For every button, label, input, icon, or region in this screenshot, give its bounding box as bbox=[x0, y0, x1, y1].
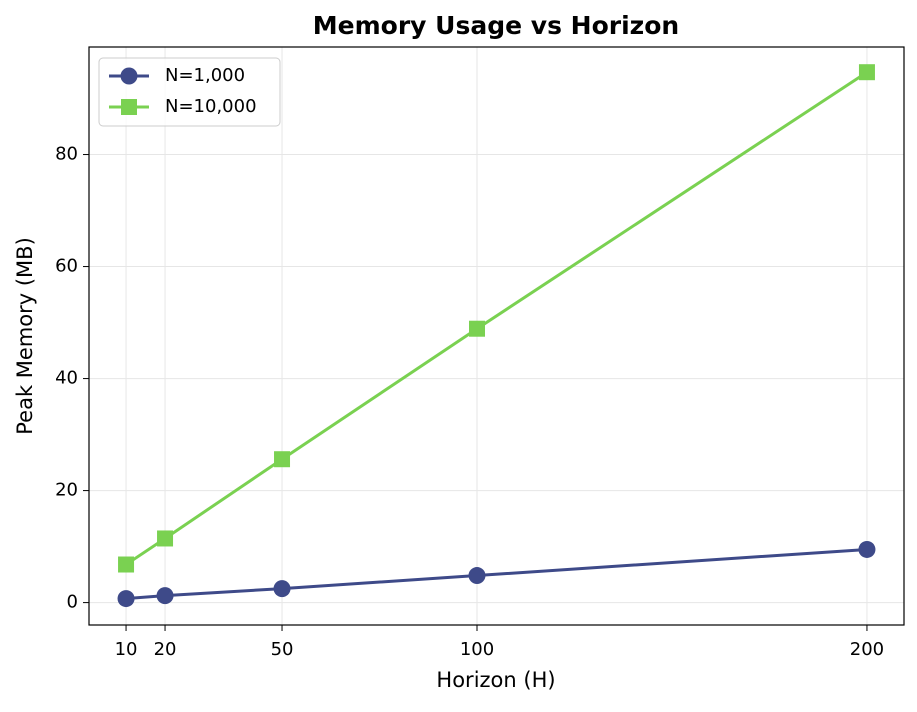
legend-label: N=1,000 bbox=[165, 65, 245, 86]
marker bbox=[468, 567, 486, 585]
y-tick-label: 20 bbox=[55, 480, 78, 501]
marker bbox=[117, 590, 135, 608]
y-tick-label: 0 bbox=[67, 592, 78, 613]
marker bbox=[858, 540, 876, 558]
marker bbox=[121, 99, 137, 115]
legend-label: N=10,000 bbox=[165, 96, 257, 117]
y-tick-label: 40 bbox=[55, 368, 78, 389]
chart-title: Memory Usage vs Horizon bbox=[313, 11, 679, 40]
x-tick-label: 50 bbox=[271, 639, 294, 660]
y-tick-label: 60 bbox=[55, 256, 78, 277]
marker bbox=[274, 451, 291, 468]
marker bbox=[156, 587, 174, 605]
x-axis-label: Horizon (H) bbox=[436, 668, 555, 692]
x-tick-label: 20 bbox=[154, 639, 177, 660]
marker bbox=[118, 556, 135, 573]
marker bbox=[120, 67, 138, 85]
marker bbox=[157, 530, 174, 547]
x-tick-label: 200 bbox=[850, 639, 884, 660]
plot-frame bbox=[88, 46, 905, 626]
marker bbox=[469, 320, 486, 337]
marker bbox=[858, 64, 875, 81]
marker bbox=[273, 580, 291, 598]
x-tick-label: 10 bbox=[115, 639, 138, 660]
y-axis-label: Peak Memory (MB) bbox=[13, 237, 37, 435]
series-line bbox=[125, 547, 868, 601]
x-tick-label: 100 bbox=[460, 639, 494, 660]
y-tick-label: 80 bbox=[55, 144, 78, 165]
